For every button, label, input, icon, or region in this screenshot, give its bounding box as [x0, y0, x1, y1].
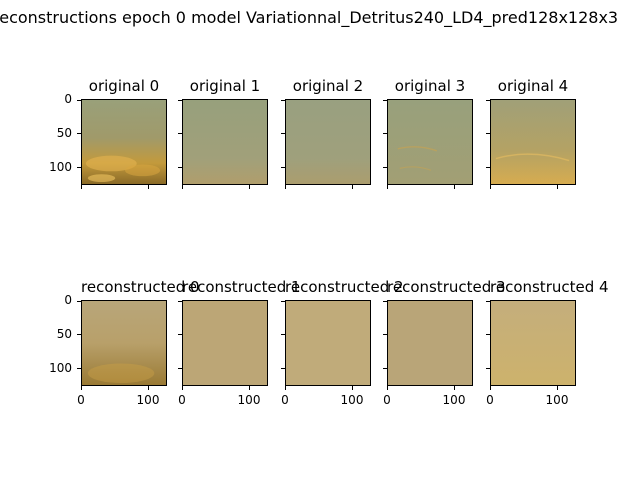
- original-1-title: original 1: [189, 77, 261, 95]
- original-1-image: [182, 99, 268, 185]
- reconstructed-1-image: [182, 300, 268, 386]
- xtick-mark: [490, 185, 491, 189]
- reconstructed-0-title: reconstructed 0: [81, 278, 200, 296]
- xtick-mark: [557, 185, 558, 189]
- ytick-mark: [77, 167, 81, 168]
- ytick-mark: [486, 301, 490, 302]
- ytick-mark: [77, 301, 81, 302]
- ytick-mark: [178, 301, 182, 302]
- xtick-mark: [81, 185, 82, 189]
- ytick-mark: [281, 100, 285, 101]
- figure-suptitle: reconstructions epoch 0 model Variationn…: [0, 8, 619, 27]
- xtick-label: 100: [237, 393, 261, 407]
- ytick-mark: [281, 301, 285, 302]
- xtick-mark: [182, 185, 183, 189]
- xtick-label: 100: [545, 393, 569, 407]
- ytick-mark: [178, 334, 182, 335]
- ytick-mark: [77, 100, 81, 101]
- original-3-title: original 3: [394, 77, 466, 95]
- reconstructed-3-title: reconstructed 3: [387, 278, 506, 296]
- xtick-mark: [182, 386, 183, 390]
- ytick-mark: [281, 133, 285, 134]
- reconstructed-2-image: [285, 300, 371, 386]
- xtick-label: 0: [486, 393, 494, 407]
- ytick-mark: [486, 167, 490, 168]
- ytick-mark: [178, 368, 182, 369]
- reconstructed-2-title: reconstructed 2: [285, 278, 404, 296]
- ytick-mark: [486, 133, 490, 134]
- xtick-mark: [454, 185, 455, 189]
- ytick-mark: [383, 133, 387, 134]
- xtick-mark: [148, 386, 149, 390]
- original-2-image: [285, 99, 371, 185]
- ytick-mark: [281, 334, 285, 335]
- ytick-mark: [486, 100, 490, 101]
- original-3-image: [387, 99, 473, 185]
- original-0-title: original 0: [88, 77, 160, 95]
- xtick-label: 100: [340, 393, 364, 407]
- original-4-image: [490, 99, 576, 185]
- ytick-mark: [281, 368, 285, 369]
- ytick-label: 0: [64, 92, 72, 106]
- xtick-mark: [249, 386, 250, 390]
- ytick-mark: [486, 368, 490, 369]
- ytick-label: 50: [56, 126, 72, 140]
- xtick-mark: [249, 185, 250, 189]
- xtick-mark: [387, 386, 388, 390]
- ytick-label: 50: [56, 327, 72, 341]
- ytick-mark: [383, 100, 387, 101]
- ytick-label: 100: [49, 160, 72, 174]
- xtick-label: 0: [281, 393, 289, 407]
- ytick-mark: [383, 368, 387, 369]
- ytick-label: 100: [49, 361, 72, 375]
- ytick-mark: [77, 133, 81, 134]
- ytick-mark: [383, 167, 387, 168]
- xtick-mark: [352, 386, 353, 390]
- original-2-title: original 2: [292, 77, 364, 95]
- original-0-image: [81, 99, 167, 185]
- reconstructed-0-image: [81, 300, 167, 386]
- reconstructed-4-image: [490, 300, 576, 386]
- xtick-label: 0: [77, 393, 85, 407]
- ytick-mark: [178, 133, 182, 134]
- reconstructed-4-title: reconstructed 4: [490, 278, 609, 296]
- reconstructed-3-image: [387, 300, 473, 386]
- xtick-mark: [557, 386, 558, 390]
- ytick-mark: [77, 368, 81, 369]
- xtick-mark: [81, 386, 82, 390]
- xtick-mark: [285, 185, 286, 189]
- xtick-mark: [387, 185, 388, 189]
- ytick-label: 0: [64, 293, 72, 307]
- xtick-label: 0: [383, 393, 391, 407]
- ytick-mark: [383, 301, 387, 302]
- ytick-mark: [77, 334, 81, 335]
- ytick-mark: [281, 167, 285, 168]
- ytick-mark: [178, 100, 182, 101]
- xtick-mark: [148, 185, 149, 189]
- xtick-mark: [285, 386, 286, 390]
- xtick-mark: [490, 386, 491, 390]
- xtick-label: 0: [178, 393, 186, 407]
- original-4-title: original 4: [497, 77, 569, 95]
- xtick-label: 100: [442, 393, 466, 407]
- xtick-mark: [352, 185, 353, 189]
- xtick-mark: [454, 386, 455, 390]
- ytick-mark: [178, 167, 182, 168]
- ytick-mark: [383, 334, 387, 335]
- ytick-mark: [486, 334, 490, 335]
- reconstructed-1-title: reconstructed 1: [182, 278, 301, 296]
- xtick-label: 100: [136, 393, 160, 407]
